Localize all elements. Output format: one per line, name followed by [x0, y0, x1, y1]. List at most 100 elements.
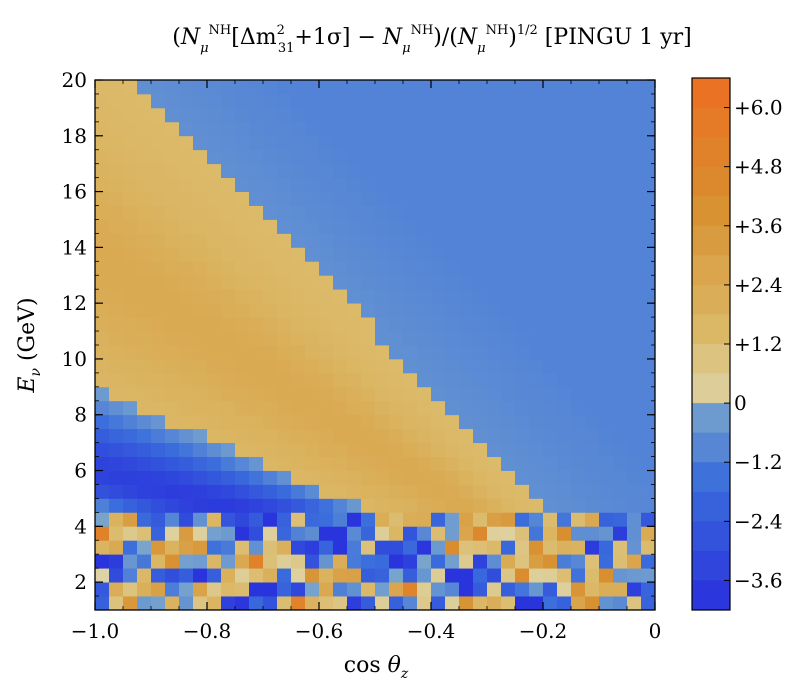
heatmap-cell [375, 149, 390, 165]
heatmap-cells [95, 80, 656, 611]
heatmap-cell [459, 498, 474, 513]
heatmap-cell [389, 93, 404, 109]
heatmap-cell [613, 331, 628, 346]
heatmap-cell [179, 540, 194, 555]
heatmap-cell [263, 149, 278, 165]
heatmap-cell [403, 554, 418, 569]
heatmap-cell [95, 289, 110, 304]
heatmap-cell [529, 582, 544, 597]
heatmap-cell [557, 582, 572, 597]
heatmap-cell [333, 442, 348, 457]
heatmap-cell [543, 596, 558, 611]
heatmap-cell [641, 275, 656, 290]
heatmap-cell [571, 345, 586, 360]
heatmap-cell [95, 261, 110, 276]
heatmap-cell [347, 372, 362, 388]
heatmap-cell [95, 498, 110, 513]
heatmap-cell [501, 275, 516, 290]
heatmap-cell [445, 135, 460, 151]
colorbar-segment [692, 580, 730, 611]
heatmap-cell [333, 275, 348, 290]
heatmap-cell [403, 428, 418, 444]
heatmap-cell [571, 247, 586, 262]
heatmap-cell [263, 414, 278, 430]
heatmap-cell [109, 428, 124, 444]
heatmap-cell [417, 470, 432, 485]
heatmap-cell [319, 331, 334, 346]
heatmap-cell [291, 107, 306, 123]
heatmap-cell [613, 526, 628, 541]
heatmap-cell [361, 358, 376, 374]
heatmap-cell [543, 372, 558, 388]
heatmap-cell [627, 400, 642, 416]
heatmap-cell [165, 205, 180, 220]
heatmap-cell [193, 219, 208, 234]
heatmap-cell [95, 358, 110, 374]
heatmap-cell [459, 596, 474, 611]
heatmap-cell [571, 275, 586, 290]
heatmap-cell [557, 233, 572, 248]
heatmap-cell [417, 358, 432, 374]
heatmap-cell [151, 540, 166, 555]
heatmap-cell [459, 331, 474, 346]
heatmap-cell [431, 331, 446, 346]
heatmap-cell [641, 358, 656, 374]
heatmap-cell [515, 261, 530, 276]
heatmap-cell [431, 93, 446, 109]
heatmap-cell [375, 177, 390, 192]
heatmap-cell [445, 107, 460, 123]
heatmap-cell [319, 261, 334, 276]
heatmap-cell [179, 191, 194, 206]
heatmap-cell [193, 358, 208, 374]
heatmap-cell [445, 512, 460, 527]
heatmap-cell [151, 582, 166, 597]
heatmap-cell [361, 470, 376, 485]
colorbar-segment [692, 78, 730, 109]
heatmap-cell [403, 163, 418, 179]
heatmap-cell [627, 205, 642, 220]
heatmap-cell [571, 149, 586, 165]
heatmap-cell [347, 456, 362, 471]
heatmap-cell [249, 289, 264, 304]
heatmap-cell [193, 512, 208, 527]
heatmap-cell [529, 93, 544, 109]
heatmap-cell [137, 177, 152, 192]
heatmap-cell [235, 275, 250, 290]
heatmap-cell [207, 414, 222, 430]
heatmap-cell [333, 80, 348, 95]
heatmap-cell [613, 582, 628, 597]
heatmap-cell [501, 135, 516, 151]
heatmap-cell [165, 442, 180, 457]
heatmap-cell [109, 93, 124, 109]
heatmap-cell [221, 498, 236, 513]
heatmap-cell [305, 428, 320, 444]
heatmap-cell [207, 540, 222, 555]
heatmap-cell [333, 261, 348, 276]
heatmap-cell [277, 554, 292, 569]
heatmap-cell [445, 261, 460, 276]
heatmap-cell [347, 219, 362, 234]
heatmap-cell [193, 135, 208, 151]
heatmap-cell [333, 512, 348, 527]
heatmap-cell [179, 526, 194, 541]
heatmap-cell [277, 582, 292, 597]
heatmap-cell [179, 512, 194, 527]
heatmap-cell [291, 414, 306, 430]
heatmap-cell [291, 400, 306, 416]
heatmap-cell [263, 372, 278, 388]
heatmap-cell [95, 177, 110, 192]
heatmap-cell [221, 233, 236, 248]
heatmap-cell [389, 107, 404, 123]
heatmap-cell [291, 345, 306, 360]
heatmap-cell [375, 219, 390, 234]
heatmap-cell [291, 596, 306, 611]
heatmap-cell [431, 414, 446, 430]
heatmap-cell [291, 582, 306, 597]
heatmap-cell [221, 554, 236, 569]
heatmap-cell [403, 135, 418, 151]
heatmap-cell [375, 442, 390, 457]
heatmap-cell [515, 149, 530, 165]
heatmap-cell [515, 582, 530, 597]
y-tick-label: 18 [62, 124, 87, 148]
heatmap-cell [361, 456, 376, 471]
